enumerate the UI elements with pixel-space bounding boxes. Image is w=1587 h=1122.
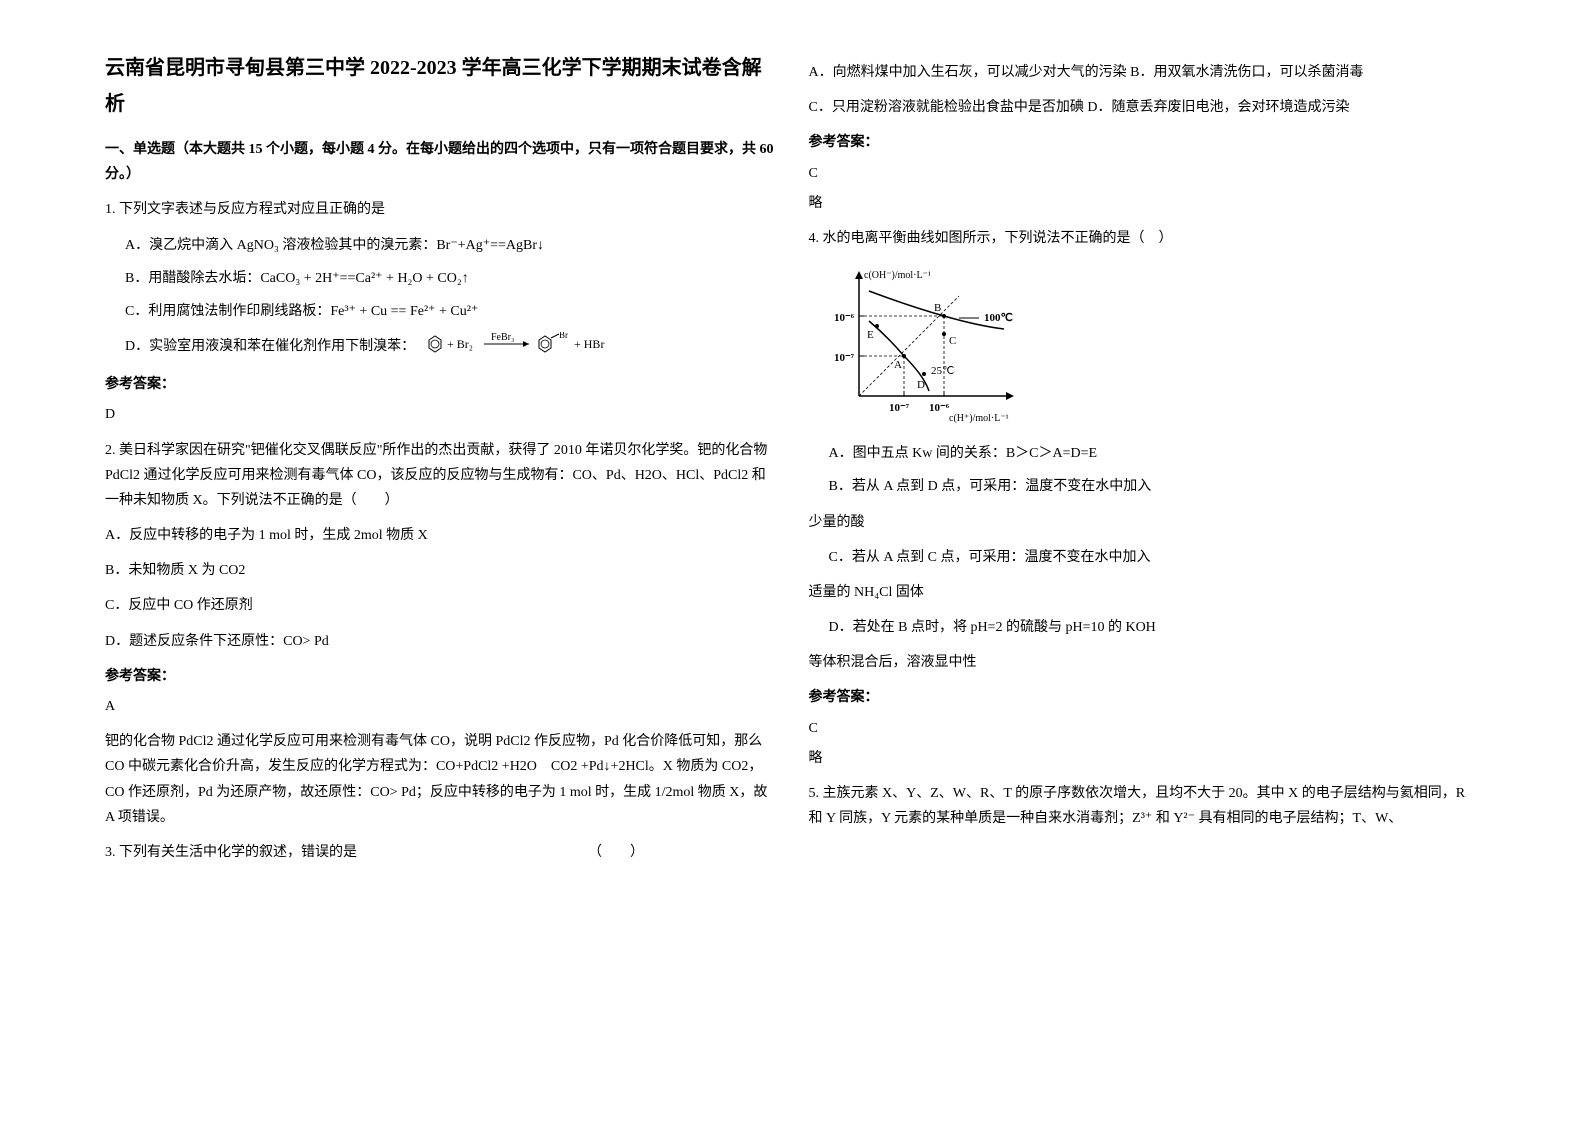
section1-heading: 一、单选题（本大题共 15 个小题，每小题 4 分。在每小题给出的四个选项中，只…: [105, 137, 779, 187]
q2-answer: A: [105, 694, 779, 719]
point-C: C: [949, 335, 956, 347]
reagent-text: + Br₂: [447, 337, 473, 351]
q3-optA: A．向燃料煤中加入生石灰，可以减少对大气的污染: [809, 65, 1127, 80]
q4-note: 略: [809, 746, 1483, 771]
xtick-7: 10⁻⁷: [889, 402, 910, 414]
q1-answer: D: [105, 402, 779, 427]
chart-svg: c(OH⁻)/mol·L⁻¹ c(H⁺)/mol·L⁻¹ 10⁻⁶ 10⁻⁷ 1…: [829, 266, 1049, 426]
q2-stem: 2. 美日科学家因在研究"钯催化交叉偶联反应"所作出的杰出贡献，获得了 2010…: [105, 438, 779, 514]
q2-optB: B．未知物质 X 为 CO2: [105, 558, 779, 583]
exam-title: 云南省昆明市寻甸县第三中学 2022-2023 学年高三化学下学期期末试卷含解析: [105, 50, 779, 122]
q3-options-line1: A．向燃料煤中加入生石灰，可以减少对大气的污染 B．用双氧水清洗伤口，可以杀菌消…: [809, 60, 1483, 85]
q3-optD: D．随意丢弃废旧电池，会对环境造成污染: [1087, 100, 1349, 115]
q2-optD: D．题述反应条件下还原性：CO> Pd: [105, 629, 779, 654]
right-column: A．向燃料煤中加入生石灰，可以减少对大气的污染 B．用双氧水清洗伤口，可以杀菌消…: [794, 50, 1498, 1072]
q1-answer-label: 参考答案：: [105, 372, 779, 397]
q1-optD: D．实验室用液溴和苯在催化剂作用下制溴苯： + Br₂ FeBr₃ Br + H…: [125, 332, 779, 362]
benzene-reaction-svg: + Br₂ FeBr₃ Br + HBr: [419, 332, 639, 362]
q4-optD: D．若处在 B 点时，将 pH=2 的硫酸与 pH=10 的 KOH: [829, 615, 1483, 640]
point-E: E: [867, 329, 874, 341]
br-label: Br: [559, 332, 568, 340]
catalyst-text: FeBr₃: [491, 332, 515, 343]
x-axis-label: c(H⁺)/mol·L⁻¹: [949, 413, 1009, 424]
y-axis-label: c(OH⁻)/mol·L⁻¹: [864, 270, 931, 281]
product-text: + HBr: [574, 337, 604, 351]
q4-optC-cont: 适量的 NH₄Cl 固体: [809, 580, 1483, 605]
ytick-7: 10⁻⁷: [834, 352, 855, 364]
q5-stem: 5. 主族元素 X、Y、Z、W、R、T 的原子序数依次增大，且均不大于 20。其…: [809, 781, 1483, 831]
q4-answer-label: 参考答案：: [809, 685, 1483, 710]
curve-100: 100℃: [984, 312, 1013, 324]
q4-optC: C．若从 A 点到 C 点，可采用：温度不变在水中加入: [829, 545, 1483, 570]
q2-optC: C．反应中 CO 作还原剂: [105, 593, 779, 618]
point-D: D: [917, 379, 925, 391]
q3-stem: 3. 下列有关生活中化学的叙述，错误的是 （ ）: [105, 840, 779, 865]
equilibrium-chart: c(OH⁻)/mol·L⁻¹ c(H⁺)/mol·L⁻¹ 10⁻⁶ 10⁻⁷ 1…: [829, 266, 1483, 426]
q1-optB: B．用醋酸除去水垢：CaCO₃ + 2H⁺==Ca²⁺ + H₂O + CO₂↑: [125, 266, 779, 291]
q2-answer-label: 参考答案：: [105, 664, 779, 689]
q3-options-line2: C．只用淀粉溶液就能检验出食盐中是否加碘 D．随意丢弃废旧电池，会对环境造成污染: [809, 95, 1483, 120]
point-A: A: [894, 359, 902, 371]
point-B: B: [934, 302, 941, 314]
q2-optA: A．反应中转移的电子为 1 mol 时，生成 2mol 物质 X: [105, 523, 779, 548]
q2-explanation: 钯的化合物 PdCl2 通过化学反应可用来检测有毒气体 CO，说明 PdCl2 …: [105, 729, 779, 830]
q3-optC: C．只用淀粉溶液就能检验出食盐中是否加碘: [809, 100, 1084, 115]
q1-optC: C．利用腐蚀法制作印刷线路板：Fe³⁺ + Cu == Fe²⁺ + Cu²⁺: [125, 299, 779, 324]
xtick-6: 10⁻⁶: [929, 402, 950, 414]
q1-stem: 1. 下列文字表述与反应方程式对应且正确的是: [105, 197, 779, 222]
q4-optD-cont: 等体积混合后，溶液显中性: [809, 650, 1483, 675]
q1-optA: A．溴乙烷中滴入 AgNO₃ 溶液检验其中的溴元素：Br⁻+Ag⁺==AgBr↓: [125, 233, 779, 258]
q4-stem: 4. 水的电离平衡曲线如图所示，下列说法不正确的是（ ）: [809, 226, 1483, 251]
left-column: 云南省昆明市寻甸县第三中学 2022-2023 学年高三化学下学期期末试卷含解析…: [90, 50, 794, 1072]
q4-optB-cont: 少量的酸: [809, 510, 1483, 535]
ytick-6: 10⁻⁶: [834, 312, 855, 324]
q3-answer: C: [809, 161, 1483, 186]
q3-answer-label: 参考答案：: [809, 130, 1483, 155]
q3-note: 略: [809, 191, 1483, 216]
q4-optA: A．图中五点 Kw 间的关系：B＞C＞A=D=E: [829, 441, 1483, 466]
q3-optB: B．用双氧水清洗伤口，可以杀菌消毒: [1130, 65, 1363, 80]
curve-25: 25℃: [931, 365, 954, 377]
q4-answer: C: [809, 716, 1483, 741]
q1-optD-prefix: D．实验室用液溴和苯在催化剂作用下制溴苯：: [125, 339, 415, 354]
q4-optB: B．若从 A 点到 D 点，可采用：温度不变在水中加入: [829, 474, 1483, 499]
